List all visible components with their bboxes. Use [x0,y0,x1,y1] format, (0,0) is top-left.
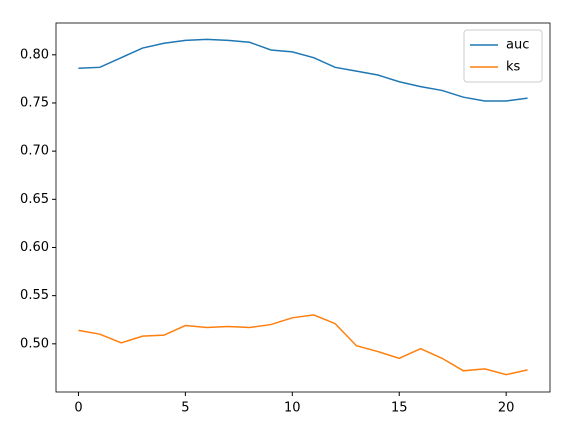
y-tick-label: 0.60 [20,240,49,255]
x-tick-label: 5 [181,401,189,416]
y-tick-label: 0.65 [20,192,49,207]
y-tick-label: 0.70 [20,144,49,159]
line [78,38,528,102]
x-tick-label: 20 [498,401,515,416]
line [78,314,528,376]
plot-frame [55,22,551,393]
x-tick-label: 0 [74,401,82,416]
y-tick-label: 0.75 [20,95,49,110]
legend-frame [463,29,543,83]
x-tick-label: 10 [284,401,301,416]
y-tick-label: 0.50 [20,336,49,351]
x-tick-label: 15 [391,401,408,416]
legend-label: auc [506,38,529,53]
legend-label: ks [506,60,521,75]
y-tick-label: 0.80 [20,47,49,62]
legend: auc ks [463,29,543,83]
y-tick-label: 0.55 [20,288,49,303]
